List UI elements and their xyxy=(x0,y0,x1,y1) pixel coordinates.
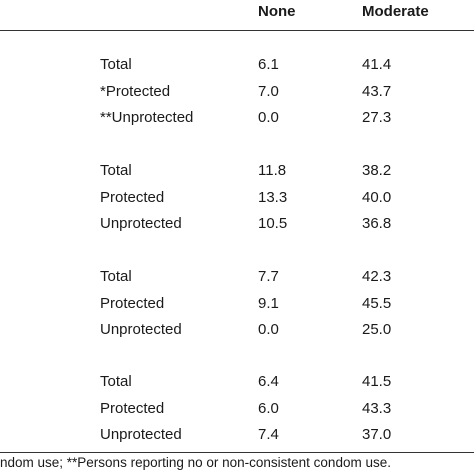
cell-moderate: 43.3 xyxy=(362,399,392,417)
cell-none: 0.0 xyxy=(258,321,279,339)
cell-moderate: 27.3 xyxy=(362,109,392,127)
bottom-rule xyxy=(0,452,474,453)
cell-none: 7.7 xyxy=(258,268,279,285)
footnote: ndom use; **Persons reporting no or non-… xyxy=(0,455,391,470)
cell-none: 10.5 xyxy=(258,215,288,233)
cell-none: 6.1 xyxy=(258,56,279,73)
cell-moderate: 41.5 xyxy=(362,373,392,390)
row-label: Total xyxy=(100,268,132,285)
header-rule xyxy=(0,30,474,31)
cell-none: 7.4 xyxy=(258,426,279,444)
cell-none: 0.0 xyxy=(258,109,279,127)
row-label: Total xyxy=(100,162,132,179)
cell-moderate: 45.5 xyxy=(362,294,392,312)
row-label: **Unprotected xyxy=(100,109,194,127)
row-label: Unprotected xyxy=(100,321,182,339)
row-label: *Protected xyxy=(100,82,171,100)
row-label: Protected xyxy=(100,399,165,417)
cell-moderate: 42.3 xyxy=(362,268,392,285)
row-label: Total xyxy=(100,373,132,390)
cell-moderate: 43.7 xyxy=(362,82,392,100)
cell-none: 9.1 xyxy=(258,294,279,312)
cell-none: 7.0 xyxy=(258,82,279,100)
cell-moderate: 37.0 xyxy=(362,426,392,444)
row-label: Protected xyxy=(100,294,165,312)
row-label: Unprotected xyxy=(100,215,182,233)
cell-moderate: 40.0 xyxy=(362,188,392,206)
cell-moderate: 41.4 xyxy=(362,56,392,73)
column-header: Moderate xyxy=(362,3,429,20)
row-label: Protected xyxy=(100,188,165,206)
cell-none: 11.8 xyxy=(258,162,287,179)
cell-none: 6.0 xyxy=(258,399,279,417)
cell-moderate: 25.0 xyxy=(362,321,392,339)
row-label: Unprotected xyxy=(100,426,182,444)
cell-none: 6.4 xyxy=(258,373,279,390)
column-header: None xyxy=(258,3,296,20)
cell-moderate: 38.2 xyxy=(362,162,392,179)
cell-moderate: 36.8 xyxy=(362,215,392,233)
row-label: Total xyxy=(100,56,132,73)
cell-none: 13.3 xyxy=(258,188,288,206)
